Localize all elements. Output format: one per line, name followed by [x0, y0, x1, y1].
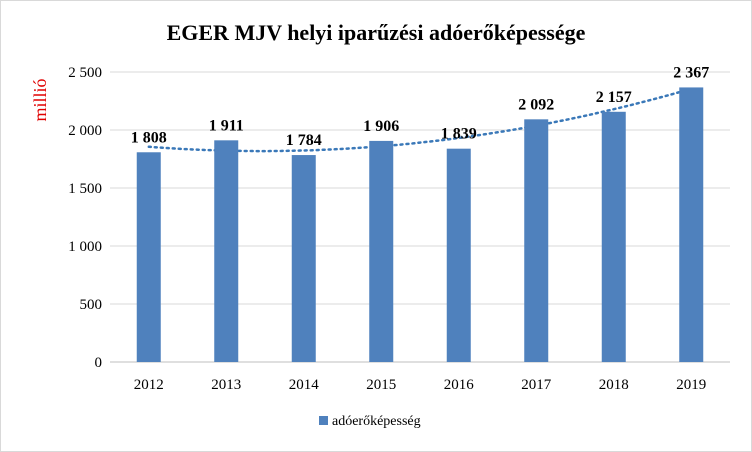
data-label: 1 906 [363, 118, 399, 135]
bar [679, 87, 704, 362]
legend-swatch [319, 416, 328, 425]
trendline-layer [147, 87, 693, 153]
y-tick-label: 2 000 [68, 123, 102, 139]
data-label: 1 784 [286, 132, 322, 149]
chart-title: EGER MJV helyi iparűzési adóerőképessége [167, 20, 586, 45]
data-label: 1 808 [131, 129, 167, 146]
data-label: 2 367 [673, 64, 709, 81]
bar [524, 119, 549, 362]
legend: adóerőképesség [319, 414, 421, 429]
x-axis-ticks: 2012 2013 2014 2015 2016 2017 2018 2019 [134, 377, 707, 393]
x-tick-label: 2016 [444, 377, 475, 393]
bar [291, 155, 316, 362]
y-tick-label: 1 500 [68, 181, 102, 197]
y-tick-label: 1 000 [68, 239, 102, 255]
bar [446, 148, 471, 362]
y-tick-label: 2 500 [68, 65, 102, 81]
bar [601, 111, 626, 363]
data-label: 2 092 [518, 96, 554, 113]
x-tick-label: 2018 [599, 377, 629, 393]
x-tick-label: 2017 [521, 377, 552, 393]
x-tick-label: 2014 [289, 377, 320, 393]
y-axis-label: millió [30, 78, 50, 121]
gridlines [110, 71, 730, 363]
data-label: 1 839 [441, 126, 477, 143]
data-label: 2 157 [596, 89, 632, 106]
bar [136, 152, 161, 362]
y-tick-label: 500 [80, 297, 103, 313]
x-tick-label: 2012 [134, 377, 164, 393]
y-axis-ticks: 0 500 1 000 1 500 2 000 2 500 [68, 65, 102, 371]
data-labels: 1 808 1 911 1 784 1 906 1 839 2 092 2 157 2 367 [131, 64, 710, 149]
trendline [147, 87, 693, 153]
y-tick-label: 0 [95, 355, 103, 371]
x-tick-label: 2015 [366, 377, 396, 393]
bar [214, 140, 239, 362]
x-tick-label: 2019 [676, 377, 706, 393]
bar [369, 140, 394, 362]
x-tick-label: 2013 [211, 377, 241, 393]
bars [136, 87, 704, 363]
data-label: 1 911 [209, 117, 244, 134]
legend-label: adóerőképesség [332, 414, 421, 429]
